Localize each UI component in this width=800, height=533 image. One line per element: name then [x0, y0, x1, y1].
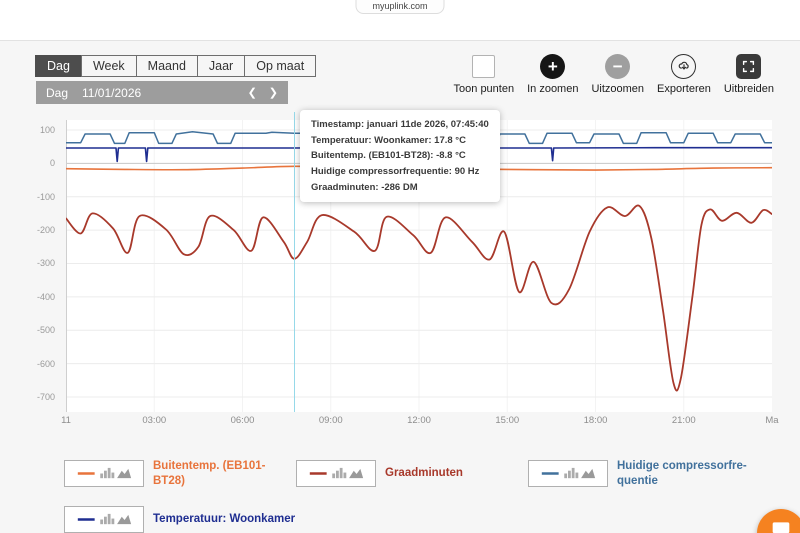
legend-swatch[interactable]	[64, 460, 144, 488]
export-label: Exporteren	[657, 83, 711, 95]
chart-controls: Toon punten + In zoomen − Uitzoomen	[454, 53, 774, 95]
legend-swatch[interactable]	[528, 460, 608, 488]
period-tabs: Dag Week Maand Jaar Op maat	[35, 55, 317, 77]
legend-label: Graadminuten	[385, 467, 463, 480]
x-tick-label: 12:00	[407, 415, 431, 426]
main-area: Dag Week Maand Jaar Op maat Dag 11/01/20…	[0, 41, 800, 533]
zoom-out-control[interactable]: − Uitzoomen	[591, 53, 644, 95]
x-tick-label: 15:00	[495, 415, 520, 426]
y-tick-label: 100	[39, 125, 55, 135]
legend-swatch[interactable]	[64, 505, 144, 533]
tab-week[interactable]: Week	[80, 55, 137, 77]
toon-punten-label: Toon punten	[453, 83, 515, 95]
next-day-button[interactable]: ❯	[268, 87, 278, 99]
toon-punten-checkbox[interactable]	[472, 54, 496, 78]
x-axis-labels: 11 03:00 06:00 09:00 12:00 15:00 18:00 21:00 Ma	[61, 415, 779, 429]
top-bar: myuplink.com	[0, 0, 800, 41]
x-tick-label: 11	[61, 415, 71, 426]
y-tick-label: -200	[36, 225, 55, 236]
legend-swatch[interactable]	[296, 460, 376, 488]
x-tick-label: 09:00	[318, 415, 343, 426]
legend-item[interactable]: Huidige compressorfre-quentie	[528, 459, 764, 489]
legend-swatch-icon	[77, 468, 132, 479]
tab-maand[interactable]: Maand	[135, 55, 198, 77]
x-tick-label: Ma	[765, 415, 779, 426]
legend-item[interactable]: Buitentemp. (EB101-BT28)	[64, 459, 296, 489]
y-tick-label: -700	[36, 391, 55, 402]
tooltip-graadminuten: Graadminuten: -286 DM	[311, 181, 418, 193]
tooltip-buitentemp: Buitentemp. (EB101-BT28): -8.8 °C	[311, 150, 466, 162]
tooltip-woonkamer: Temperatuur: Woonkamer: 17.8 °C	[311, 134, 466, 146]
prev-day-button[interactable]: ❮	[247, 87, 257, 99]
y-axis-labels: 100 0 -100 -200 -300 -400 -500 -600 -700	[28, 120, 61, 412]
date-bar-mode: Dag	[46, 85, 69, 100]
zoom-in-label: In zoomen	[527, 83, 579, 95]
x-tick-label: 21:00	[671, 415, 696, 426]
y-tick-label: -400	[36, 291, 55, 302]
tab-dag[interactable]: Dag	[35, 55, 82, 77]
zoom-out-label: Uitzoomen	[591, 83, 645, 95]
chat-icon	[772, 522, 790, 533]
expand-label: Uitbreiden	[723, 83, 774, 95]
date-bar-date: 11/01/2026	[82, 85, 142, 100]
tooltip-compressor: Huidige compressorfrequentie: 90 Hz	[311, 166, 480, 178]
expand-icon[interactable]	[736, 53, 762, 79]
x-tick-label: 03:00	[142, 415, 167, 426]
y-tick-label: -300	[36, 258, 55, 269]
legend-swatch-icon	[541, 468, 596, 479]
legend-item[interactable]: Temperatuur: Woonkamer	[64, 505, 296, 533]
y-tick-label: -100	[36, 191, 55, 202]
tooltip-timestamp: Timestamp: januari 11de 2026, 07:45:40	[311, 119, 489, 130]
export-control[interactable]: Exporteren	[657, 53, 711, 95]
x-tick-label: 06:00	[230, 415, 255, 426]
date-bar: Dag 11/01/2026 ❮ ❯	[36, 81, 288, 104]
legend-swatch-icon	[77, 513, 132, 525]
y-tick-label: 0	[49, 158, 55, 169]
legend-item[interactable]: Graadminuten	[296, 459, 528, 489]
zoom-in-icon[interactable]: +	[540, 53, 566, 79]
legend-label: Temperatuur: Woonkamer	[153, 512, 296, 525]
toon-punten-control[interactable]: Toon punten	[453, 53, 515, 95]
chart-legend: Buitentemp. (EB101-BT28) Graadminuten Huid…	[64, 459, 764, 533]
export-icon[interactable]	[671, 53, 697, 79]
legend-label: Huidige compressorfre-quentie	[617, 460, 747, 487]
chart-tooltip: Timestamp: januari 11de 2026, 07:45:40 T…	[300, 110, 500, 203]
y-tick-label: -500	[36, 325, 55, 336]
expand-control[interactable]: Uitbreiden	[724, 53, 774, 95]
zoom-in-control[interactable]: + In zoomen	[527, 53, 578, 95]
tab-op-maat[interactable]: Op maat	[244, 55, 317, 77]
site-label: myuplink.com	[355, 0, 445, 14]
x-tick-label: 18:00	[583, 415, 608, 426]
legend-swatch-icon	[309, 468, 364, 479]
zoom-out-icon[interactable]: −	[605, 53, 631, 79]
y-tick-label: -600	[36, 358, 55, 369]
tab-jaar[interactable]: Jaar	[196, 55, 246, 77]
legend-label: Buitentemp. (EB101-BT28)	[153, 460, 266, 487]
chart-cursor-line	[294, 112, 296, 412]
